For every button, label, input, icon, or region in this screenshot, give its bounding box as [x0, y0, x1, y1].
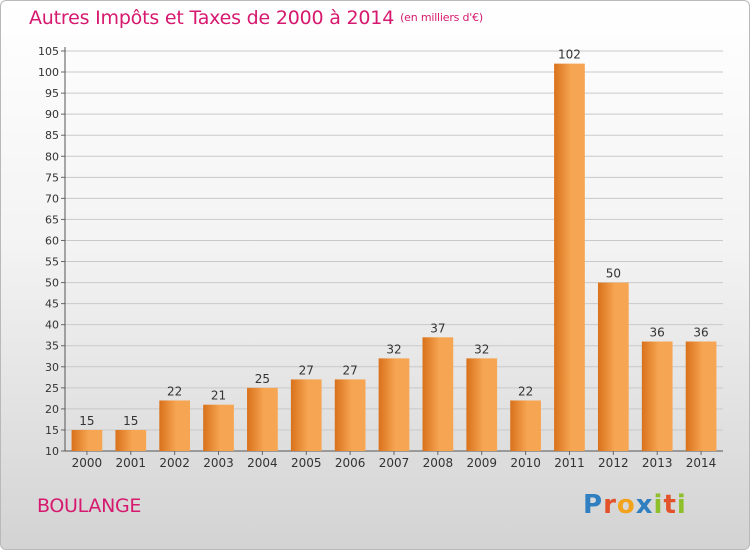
logo-letter: t	[663, 490, 677, 520]
data-label-2007: 32	[386, 342, 401, 356]
bar-2006	[334, 379, 366, 451]
data-label-2001: 15	[123, 414, 138, 428]
data-label-2000: 15	[79, 414, 94, 428]
y-tick-label: 10	[45, 445, 59, 458]
x-tick-label-2003: 2003	[203, 456, 234, 470]
x-tick-label-2006: 2006	[335, 456, 366, 470]
x-tick-label-2002: 2002	[159, 456, 190, 470]
data-label-2012: 50	[606, 267, 621, 281]
bar-2013	[641, 341, 673, 451]
data-label-2008: 37	[430, 321, 445, 335]
x-tick-label-2014: 2014	[686, 456, 717, 470]
bar-2002	[159, 400, 191, 451]
data-label-2002: 22	[167, 384, 182, 398]
y-tick-label: 75	[45, 171, 59, 184]
bar-2001	[115, 429, 147, 451]
x-tick-label-2012: 2012	[598, 456, 629, 470]
logo-letter: i	[676, 490, 687, 520]
chart-title: Autres Impôts et Taxes de 2000 à 2014 (en…	[29, 7, 483, 29]
y-tick-label: 15	[45, 424, 59, 437]
data-label-2009: 32	[474, 342, 489, 356]
bar-2011	[554, 63, 585, 451]
y-tick-label: 40	[45, 319, 59, 332]
y-tick-label: 20	[45, 403, 59, 416]
bar-2007	[378, 358, 410, 451]
logo-letter: P	[583, 490, 604, 520]
x-tick-label-2008: 2008	[423, 456, 454, 470]
x-tick-label-2009: 2009	[466, 456, 497, 470]
data-label-2011: 102	[558, 48, 581, 62]
y-tick-label: 85	[45, 129, 59, 142]
data-labels: 15 15 22 21 25 27 27 32 37 32 22 102 50 36 36	[79, 48, 708, 428]
bar-2014	[685, 341, 717, 451]
proxiti-logo: Proxiti	[583, 490, 687, 520]
data-label-2010: 22	[518, 384, 533, 398]
y-tick-label: 55	[45, 256, 59, 269]
y-tick-label: 45	[45, 298, 59, 311]
y-tick-label: 100	[38, 66, 59, 79]
y-tick-label: 35	[45, 340, 59, 353]
y-tick-label: 50	[45, 277, 59, 290]
bar-2003	[203, 404, 234, 451]
x-tick-label-2000: 2000	[72, 456, 103, 470]
x-tick-label-2011: 2011	[554, 456, 585, 470]
bar-2010	[510, 400, 541, 451]
y-tick-label: 60	[45, 234, 59, 247]
bars	[71, 63, 717, 451]
data-label-2014: 36	[693, 326, 708, 340]
logo-letter: r	[603, 490, 617, 520]
x-tick-label-2005: 2005	[291, 456, 322, 470]
bar-2004	[247, 387, 278, 451]
x-tick-label-2004: 2004	[247, 456, 278, 470]
y-tick-label: 95	[45, 87, 59, 100]
y-tick-label: 90	[45, 108, 59, 121]
data-label-2004: 25	[255, 372, 270, 386]
x-tick-label-2013: 2013	[642, 456, 673, 470]
y-tick-label: 65	[45, 213, 59, 226]
data-label-2013: 36	[650, 326, 665, 340]
y-tick-label: 80	[45, 150, 59, 163]
axes: 10 15 20 25 30 35 40 45 50 55 60 65 70 75 80 85 90 95 100 1…	[38, 45, 723, 470]
logo-letter: i	[653, 490, 664, 520]
logo-letter: x	[635, 490, 654, 520]
y-tick-label: 70	[45, 192, 59, 205]
chart-title-text: Autres Impôts et Taxes de 2000 à 2014	[29, 7, 395, 29]
data-label-2003: 21	[211, 389, 226, 403]
bar-2012	[597, 282, 629, 451]
logo-letter: o	[616, 490, 636, 520]
data-label-2005: 27	[299, 363, 314, 377]
bar-2008	[422, 337, 454, 451]
chart-unit: (en milliers d'€)	[400, 11, 483, 24]
x-tick-label-2001: 2001	[116, 456, 147, 470]
commune-name: BOULANGE	[37, 495, 142, 517]
x-tick-label-2010: 2010	[510, 456, 541, 470]
y-tick-label: 105	[38, 45, 59, 58]
bar-2000	[71, 429, 103, 451]
y-tick-label: 25	[45, 382, 59, 395]
bar-2005	[290, 379, 322, 451]
y-tick-label: 30	[45, 361, 59, 374]
bar-2009	[466, 358, 498, 451]
x-tick-label-2007: 2007	[379, 456, 410, 470]
data-label-2006: 27	[342, 363, 357, 377]
